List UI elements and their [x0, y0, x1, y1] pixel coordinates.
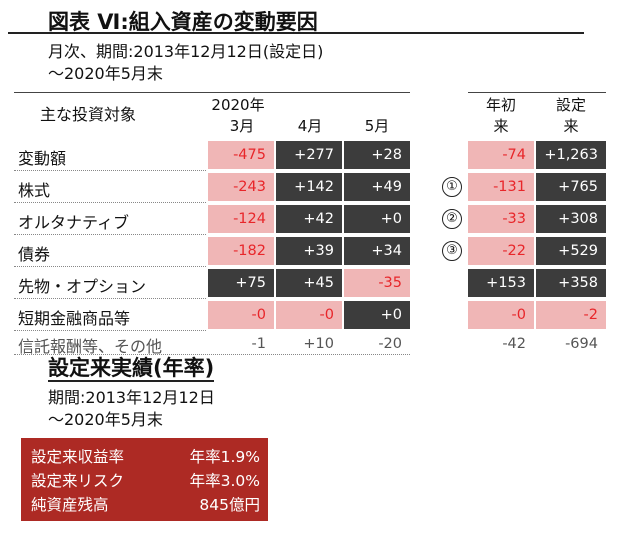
table-cell: +10 — [303, 336, 334, 352]
table-cell: +358 — [536, 269, 606, 297]
row-divider — [14, 170, 206, 171]
header-month-2: 5月 — [364, 117, 390, 135]
table-cell: +1,263 — [536, 141, 606, 169]
table-cell: +49 — [344, 173, 410, 201]
table-cell: -33 — [468, 205, 534, 233]
table-cell: -2 — [536, 301, 606, 329]
header-ytd-2: 来 — [493, 117, 509, 135]
table-cell: +39 — [276, 237, 342, 265]
performance-row-risk: 設定来リスク 年率3.0% — [21, 469, 268, 493]
table-cell: -475 — [208, 141, 274, 169]
table-cell: -42 — [502, 336, 526, 352]
table-cell: -0 — [208, 301, 274, 329]
performance-title: 設定来実績(年率) — [48, 356, 215, 382]
performance-period-end: ～2020年5月末 — [48, 410, 163, 429]
table-cell: -124 — [208, 205, 274, 233]
table-cell: +529 — [536, 237, 606, 265]
row-divider — [14, 298, 206, 299]
performance-value: 年率1.9% — [189, 448, 260, 466]
table-cell: -0 — [276, 301, 342, 329]
performance-value: 845億円 — [199, 496, 260, 514]
table-cell: +75 — [208, 269, 274, 297]
header-month-1: 4月 — [297, 117, 323, 135]
table-cell: +277 — [276, 141, 342, 169]
table-cell: -1 — [251, 336, 266, 352]
subtitle-period: 月次、期間:2013年12月12日(設定日) — [48, 42, 324, 61]
header-since-inception-2: 来 — [563, 117, 579, 135]
table-cell: -243 — [208, 173, 274, 201]
table-cell: -74 — [468, 141, 534, 169]
circled-number-marker: ① — [442, 177, 462, 197]
table-cell: -22 — [468, 237, 534, 265]
row-label: 債券 — [18, 245, 51, 264]
table-cell: -694 — [565, 336, 598, 352]
header-since-inception: 設定 — [555, 96, 586, 114]
row-label: 変動額 — [18, 149, 67, 168]
table-cell: -0 — [468, 301, 534, 329]
table-cell: -20 — [378, 336, 402, 352]
row-label: 短期金融商品等 — [18, 309, 131, 328]
table-cell: -131 — [468, 173, 534, 201]
header-rule-left — [14, 92, 410, 93]
table-bottom-rule — [14, 354, 410, 355]
performance-summary-box: 設定来収益率 年率1.9% 設定来リスク 年率3.0% 純資産残高 845億円 — [21, 438, 268, 521]
performance-label: 設定来リスク — [31, 472, 125, 490]
circled-number-marker: ③ — [442, 241, 462, 261]
table-cell: +42 — [276, 205, 342, 233]
row-label: 信託報酬等、その他 — [18, 337, 163, 356]
performance-value: 年率3.0% — [189, 472, 260, 490]
row-label: オルタナティブ — [18, 213, 130, 232]
performance-label: 設定来収益率 — [31, 448, 125, 466]
header-investment-target: 主な投資対象 — [40, 105, 137, 124]
performance-period: 期間:2013年12月12日 — [48, 388, 215, 407]
row-divider — [14, 266, 206, 267]
title-underline — [8, 32, 584, 34]
row-divider — [14, 330, 206, 331]
table-cell: -35 — [344, 269, 410, 297]
table-cell: +34 — [344, 237, 410, 265]
table-cell: +0 — [344, 301, 410, 329]
header-rule-right — [468, 92, 606, 93]
table-cell: +308 — [536, 205, 606, 233]
performance-label: 純資産残高 — [31, 496, 109, 514]
table-cell: +153 — [468, 269, 534, 297]
row-label: 先物・オプション — [18, 277, 147, 296]
row-divider — [14, 202, 206, 203]
table-cell: +45 — [276, 269, 342, 297]
row-label: 株式 — [18, 181, 51, 200]
header-ytd: 年初 — [485, 96, 516, 114]
performance-row-net-assets: 純資産残高 845億円 — [21, 493, 268, 517]
circled-number-marker: ② — [442, 209, 462, 229]
subtitle-period-end: ～2020年5月末 — [48, 64, 163, 83]
header-year: 2020年 — [211, 96, 265, 114]
header-month-0: 3月 — [229, 117, 255, 135]
table-cell: +142 — [276, 173, 342, 201]
page-title: 図表 Ⅵ:組入資産の変動要因 — [48, 10, 318, 34]
table-cell: -182 — [208, 237, 274, 265]
table-cell: +0 — [344, 205, 410, 233]
table-cell: +28 — [344, 141, 410, 169]
table-cell: +765 — [536, 173, 606, 201]
row-divider — [14, 234, 206, 235]
performance-row-return: 設定来収益率 年率1.9% — [21, 445, 268, 469]
